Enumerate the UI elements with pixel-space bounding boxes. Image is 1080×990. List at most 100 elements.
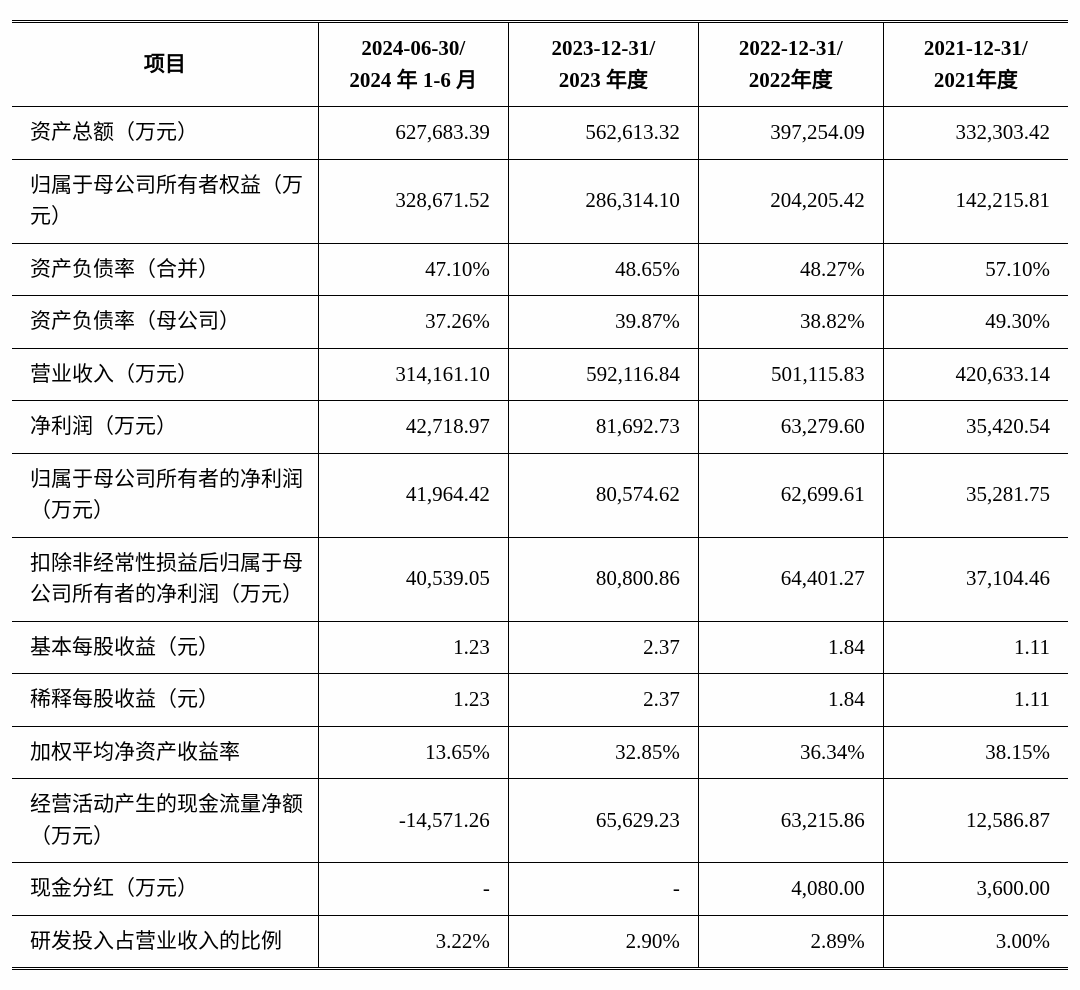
row-label: 资产负债率（合并） — [12, 243, 318, 296]
cell-value: 1.84 — [698, 674, 883, 727]
cell-value: 80,800.86 — [508, 537, 698, 621]
cell-value: 501,115.83 — [698, 348, 883, 401]
row-label: 研发投入占营业收入的比例 — [12, 915, 318, 969]
row-label: 净利润（万元） — [12, 401, 318, 454]
col-header-line1: 2021-12-31/ — [898, 33, 1054, 65]
row-label: 归属于母公司所有者权益（万元） — [12, 159, 318, 243]
col-header-line1: 2022-12-31/ — [713, 33, 869, 65]
col-header-line1: 2023-12-31/ — [523, 33, 684, 65]
row-label: 营业收入（万元） — [12, 348, 318, 401]
cell-value: 64,401.27 — [698, 537, 883, 621]
cell-value: 63,215.86 — [698, 779, 883, 863]
row-label: 归属于母公司所有者的净利润（万元） — [12, 453, 318, 537]
col-header-line2: 2023 年度 — [523, 65, 684, 97]
table-row: 资产负债率（母公司）37.26%39.87%38.82%49.30% — [12, 296, 1068, 349]
cell-value: 81,692.73 — [508, 401, 698, 454]
cell-value: 328,671.52 — [318, 159, 508, 243]
cell-value: 48.65% — [508, 243, 698, 296]
cell-value: 3,600.00 — [883, 863, 1068, 916]
cell-value: 40,539.05 — [318, 537, 508, 621]
cell-value: 2.89% — [698, 915, 883, 969]
cell-value: 3.22% — [318, 915, 508, 969]
table-row: 资产负债率（合并）47.10%48.65%48.27%57.10% — [12, 243, 1068, 296]
cell-value: 3.00% — [883, 915, 1068, 969]
cell-value: 1.11 — [883, 621, 1068, 674]
cell-value: - — [508, 863, 698, 916]
col-header-period-3: 2022-12-31/ 2022年度 — [698, 22, 883, 107]
table-row: 稀释每股收益（元）1.232.371.841.11 — [12, 674, 1068, 727]
cell-value: 37,104.46 — [883, 537, 1068, 621]
cell-value: 35,420.54 — [883, 401, 1068, 454]
cell-value: 1.23 — [318, 674, 508, 727]
table-body: 资产总额（万元）627,683.39562,613.32397,254.0933… — [12, 107, 1068, 969]
cell-value: 42,718.97 — [318, 401, 508, 454]
col-header-period-4: 2021-12-31/ 2021年度 — [883, 22, 1068, 107]
cell-value: 37.26% — [318, 296, 508, 349]
row-label: 现金分红（万元） — [12, 863, 318, 916]
col-header-line2: 2024 年 1-6 月 — [333, 65, 494, 97]
col-header-line2: 2022年度 — [713, 65, 869, 97]
table-row: 资产总额（万元）627,683.39562,613.32397,254.0933… — [12, 107, 1068, 160]
col-header-line2: 2021年度 — [898, 65, 1054, 97]
cell-value: 142,215.81 — [883, 159, 1068, 243]
table-row: 基本每股收益（元）1.232.371.841.11 — [12, 621, 1068, 674]
cell-value: 1.23 — [318, 621, 508, 674]
cell-value: 38.82% — [698, 296, 883, 349]
col-header-line1: 2024-06-30/ — [333, 33, 494, 65]
cell-value: 35,281.75 — [883, 453, 1068, 537]
cell-value: 332,303.42 — [883, 107, 1068, 160]
row-label: 资产负债率（母公司） — [12, 296, 318, 349]
table-row: 经营活动产生的现金流量净额（万元）-14,571.2665,629.2363,2… — [12, 779, 1068, 863]
cell-value: 314,161.10 — [318, 348, 508, 401]
financial-table: 项目 2024-06-30/ 2024 年 1-6 月 2023-12-31/ … — [12, 20, 1068, 970]
table-row: 净利润（万元）42,718.9781,692.7363,279.6035,420… — [12, 401, 1068, 454]
cell-value: 32.85% — [508, 726, 698, 779]
cell-value: 592,116.84 — [508, 348, 698, 401]
cell-value: 13.65% — [318, 726, 508, 779]
cell-value: 38.15% — [883, 726, 1068, 779]
row-label: 加权平均净资产收益率 — [12, 726, 318, 779]
cell-value: 2.37 — [508, 674, 698, 727]
cell-value: 47.10% — [318, 243, 508, 296]
cell-value: 286,314.10 — [508, 159, 698, 243]
row-label: 扣除非经常性损益后归属于母公司所有者的净利润（万元） — [12, 537, 318, 621]
table-row: 扣除非经常性损益后归属于母公司所有者的净利润（万元）40,539.0580,80… — [12, 537, 1068, 621]
cell-value: 1.84 — [698, 621, 883, 674]
table-row: 营业收入（万元）314,161.10592,116.84501,115.8342… — [12, 348, 1068, 401]
cell-value: 12,586.87 — [883, 779, 1068, 863]
cell-value: 48.27% — [698, 243, 883, 296]
cell-value: 1.11 — [883, 674, 1068, 727]
cell-value: 2.90% — [508, 915, 698, 969]
cell-value: 420,633.14 — [883, 348, 1068, 401]
table-row: 研发投入占营业收入的比例3.22%2.90%2.89%3.00% — [12, 915, 1068, 969]
row-label: 资产总额（万元） — [12, 107, 318, 160]
cell-value: 627,683.39 — [318, 107, 508, 160]
col-header-text: 项目 — [144, 52, 186, 76]
cell-value: 80,574.62 — [508, 453, 698, 537]
cell-value: 65,629.23 — [508, 779, 698, 863]
table-header-row: 项目 2024-06-30/ 2024 年 1-6 月 2023-12-31/ … — [12, 22, 1068, 107]
row-label: 基本每股收益（元） — [12, 621, 318, 674]
cell-value: 62,699.61 — [698, 453, 883, 537]
cell-value: - — [318, 863, 508, 916]
cell-value: 562,613.32 — [508, 107, 698, 160]
cell-value: 41,964.42 — [318, 453, 508, 537]
col-header-item: 项目 — [12, 22, 318, 107]
table-row: 加权平均净资产收益率13.65%32.85%36.34%38.15% — [12, 726, 1068, 779]
cell-value: 2.37 — [508, 621, 698, 674]
row-label: 稀释每股收益（元） — [12, 674, 318, 727]
cell-value: 49.30% — [883, 296, 1068, 349]
cell-value: 397,254.09 — [698, 107, 883, 160]
cell-value: 63,279.60 — [698, 401, 883, 454]
table-row: 归属于母公司所有者的净利润（万元）41,964.4280,574.6262,69… — [12, 453, 1068, 537]
cell-value: 204,205.42 — [698, 159, 883, 243]
cell-value: -14,571.26 — [318, 779, 508, 863]
col-header-period-2: 2023-12-31/ 2023 年度 — [508, 22, 698, 107]
cell-value: 36.34% — [698, 726, 883, 779]
row-label: 经营活动产生的现金流量净额（万元） — [12, 779, 318, 863]
cell-value: 4,080.00 — [698, 863, 883, 916]
cell-value: 57.10% — [883, 243, 1068, 296]
table-row: 现金分红（万元）--4,080.003,600.00 — [12, 863, 1068, 916]
col-header-period-1: 2024-06-30/ 2024 年 1-6 月 — [318, 22, 508, 107]
table-row: 归属于母公司所有者权益（万元）328,671.52286,314.10204,2… — [12, 159, 1068, 243]
